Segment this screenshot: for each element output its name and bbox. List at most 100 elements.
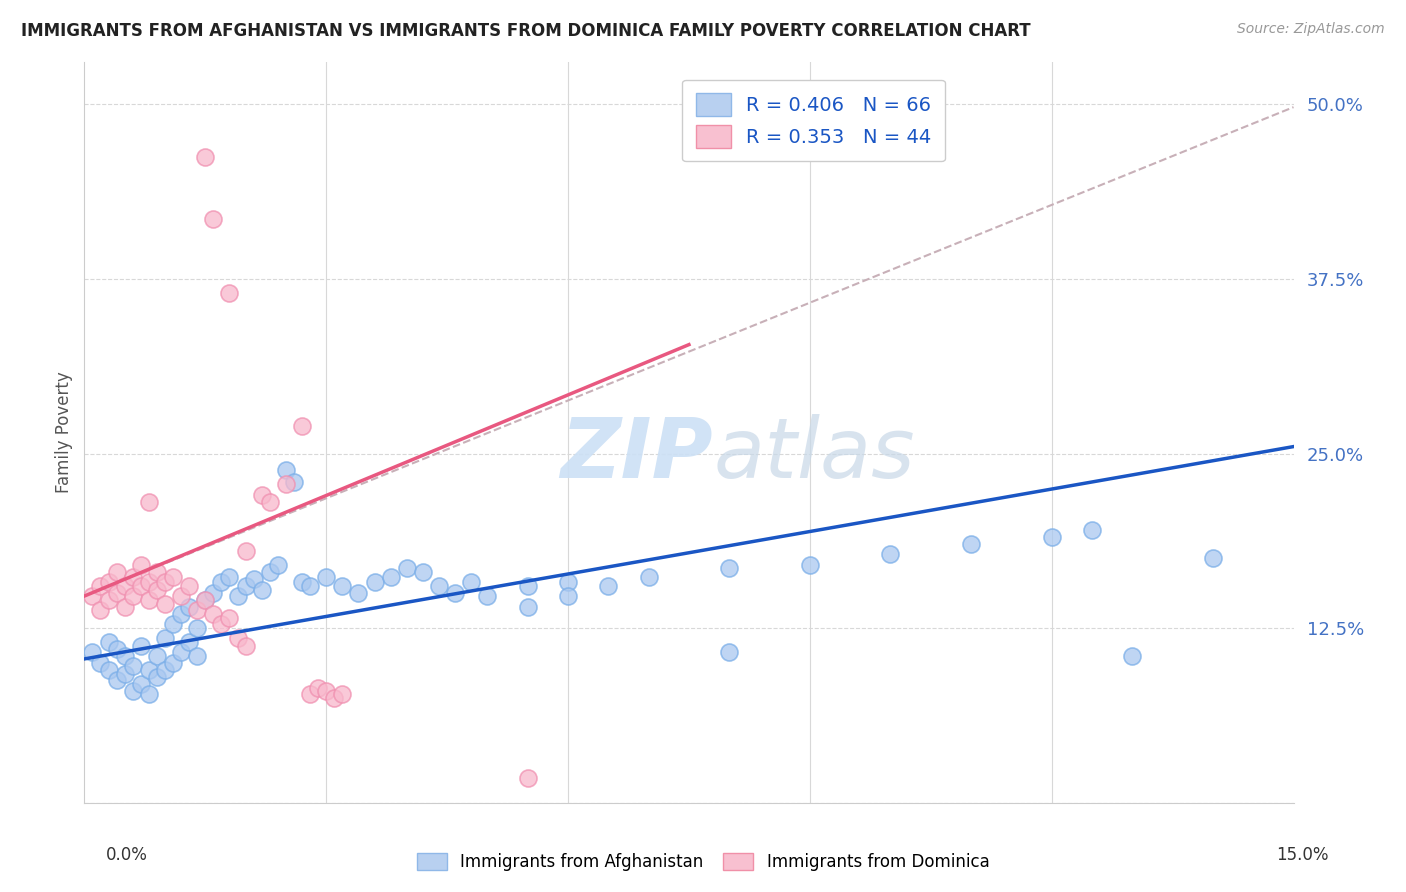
Point [97,635,120,649]
Point [170,589,193,603]
Point [1202,551,1225,566]
Point [202,211,225,226]
Point [299,687,322,701]
Point [250,488,273,502]
Point [242,572,264,586]
Point [129,579,152,593]
Point [97,663,120,677]
Point [380,569,402,583]
Point [162,617,184,632]
Point [363,575,385,590]
Point [250,583,273,598]
Point [89,656,111,670]
Point [194,593,217,607]
Point [194,593,217,607]
Point [799,558,821,573]
Point [138,593,160,607]
Point [395,561,418,575]
Text: IMMIGRANTS FROM AFGHANISTAN VS IMMIGRANTS FROM DOMINICA FAMILY POVERTY CORRELATI: IMMIGRANTS FROM AFGHANISTAN VS IMMIGRANT… [21,22,1031,40]
Point [202,586,225,600]
Text: ZIP: ZIP [561,414,713,495]
Point [121,569,143,583]
Text: Source: ZipAtlas.com: Source: ZipAtlas.com [1237,22,1385,37]
Point [170,645,193,659]
Text: atlas: atlas [713,414,915,495]
Point [235,544,257,558]
Point [477,589,499,603]
Point [82,645,104,659]
Point [291,418,314,433]
Point [146,583,169,598]
Point [516,771,538,785]
Point [146,566,169,580]
Point [114,579,136,593]
Point [146,670,169,684]
Point [105,566,128,580]
Point [235,579,257,593]
Point [1040,530,1063,544]
Point [218,611,240,625]
Point [516,579,538,593]
Point [170,607,193,622]
Legend: R = 0.406   N = 66, R = 0.353   N = 44: R = 0.406 N = 66, R = 0.353 N = 44 [682,79,945,161]
Point [186,621,208,635]
Point [259,566,281,580]
Point [299,579,322,593]
Point [330,579,353,593]
Point [153,631,176,645]
Point [89,603,111,617]
Point [315,569,337,583]
Point [121,589,143,603]
Point [218,569,240,583]
Point [330,687,353,701]
Point [637,569,659,583]
Point [226,631,249,645]
Point [138,687,160,701]
Point [114,600,136,615]
Point [274,463,297,477]
Text: 0.0%: 0.0% [105,846,148,863]
Point [194,150,217,164]
Point [146,649,169,664]
Point [105,673,128,687]
Point [460,575,482,590]
Point [179,579,201,593]
Point [179,600,201,615]
Point [114,667,136,681]
Point [105,586,128,600]
Point [129,677,152,691]
Point [259,495,281,509]
Point [153,598,176,612]
Point [129,640,152,654]
Point [218,285,240,300]
Point [202,607,225,622]
Point [105,642,128,657]
Point [186,603,208,617]
Point [274,477,297,491]
Point [1121,649,1143,664]
Point [226,589,249,603]
Point [89,579,111,593]
Point [347,586,370,600]
Point [283,475,305,489]
Point [718,561,741,575]
Point [291,575,314,590]
Point [209,575,232,590]
Point [427,579,450,593]
Point [323,691,346,706]
Legend: Immigrants from Afghanistan, Immigrants from Dominica: Immigrants from Afghanistan, Immigrants … [408,845,998,880]
Point [267,558,290,573]
Point [315,684,337,698]
Point [960,537,983,551]
Point [138,495,160,509]
Point [153,575,176,590]
Point [138,575,160,590]
Point [121,659,143,673]
Point [162,569,184,583]
Point [879,547,901,561]
Point [412,566,434,580]
Point [1081,524,1104,538]
Point [307,681,329,696]
Point [97,593,120,607]
Point [97,575,120,590]
